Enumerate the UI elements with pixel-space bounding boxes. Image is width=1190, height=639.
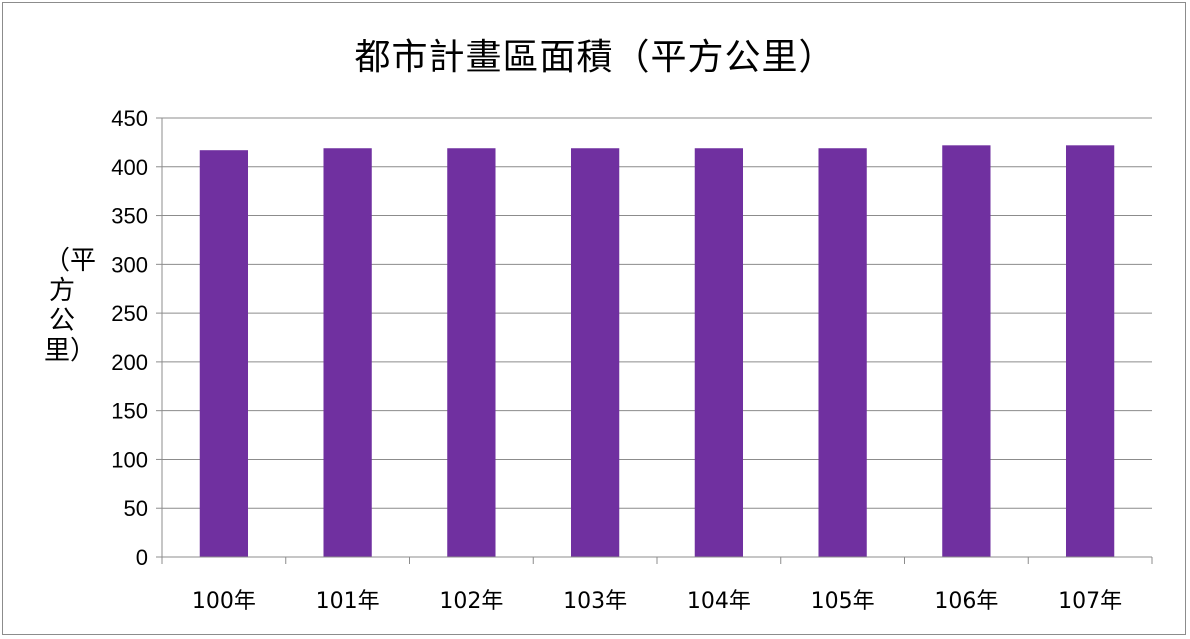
x-tick-label: 103年 bbox=[563, 589, 627, 614]
gridlines bbox=[162, 117, 1152, 509]
chart-title: 都市計畫區面積（平方公里） bbox=[354, 37, 836, 78]
y-tick-label: 150 bbox=[111, 399, 148, 424]
x-tick-label: 104年 bbox=[687, 589, 751, 614]
x-tick-label: 105年 bbox=[811, 589, 875, 614]
x-tick-label: 107年 bbox=[1058, 589, 1122, 614]
bar bbox=[323, 148, 372, 557]
axes bbox=[156, 117, 1153, 564]
x-tick-label: 106年 bbox=[934, 589, 998, 614]
bar bbox=[1065, 145, 1115, 557]
x-tick-label: 101年 bbox=[316, 589, 380, 614]
y-tick-label: 450 bbox=[111, 106, 148, 131]
bar bbox=[942, 145, 991, 557]
x-tick-labels: 100年 101年 102年 103年 104年 105年 106年 107年 bbox=[192, 589, 1122, 614]
bar bbox=[199, 150, 249, 557]
y-tick-label: 400 bbox=[111, 155, 148, 180]
y-tick-labels: 0 50 100 150 200 250 300 350 400 450 bbox=[111, 106, 148, 570]
y-tick-label: 200 bbox=[111, 350, 148, 375]
x-tick-label: 102年 bbox=[439, 589, 503, 614]
bar bbox=[447, 148, 496, 557]
bar-series bbox=[199, 145, 1115, 557]
y-tick-label: 350 bbox=[111, 204, 148, 229]
y-tick-label: 50 bbox=[124, 496, 148, 521]
bar bbox=[570, 148, 620, 557]
y-tick-label: 0 bbox=[136, 545, 148, 570]
x-tick-label: 100年 bbox=[192, 589, 256, 614]
bar bbox=[694, 148, 744, 557]
y-tick-label: 300 bbox=[111, 252, 148, 277]
y-tick-label: 100 bbox=[111, 447, 148, 472]
bar bbox=[818, 148, 867, 557]
y-tick-label: 250 bbox=[111, 301, 148, 326]
